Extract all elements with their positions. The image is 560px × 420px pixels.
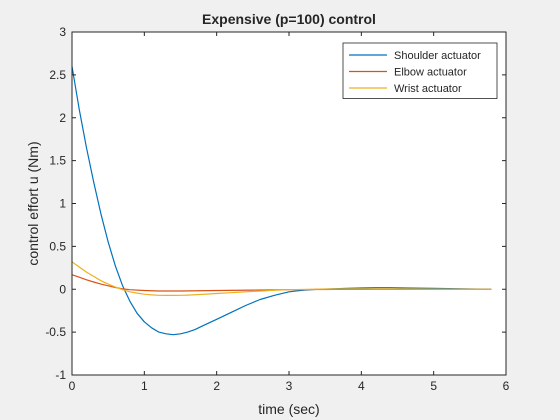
series-layer	[71, 66, 492, 336]
y-tick-label: 0.5	[49, 239, 66, 253]
legend-label-1: Shoulder actuator	[394, 50, 481, 62]
y-axis-label: control effort u (Nm)	[25, 141, 41, 265]
y-tick-label: 1	[59, 197, 66, 211]
legend-box	[342, 42, 498, 99]
legend: Shoulder actuator Elbow actuator Wrist act…	[342, 42, 498, 99]
x-tick-label: 3	[286, 379, 293, 393]
y-tick-label: -1	[55, 368, 66, 382]
x-tick-label: 4	[358, 379, 365, 393]
x-axis-label: time (sec)	[258, 401, 319, 417]
y-tick-label: 1.5	[49, 154, 66, 168]
x-tick-label: 0	[69, 379, 76, 393]
y-tick-label: -0.5	[45, 325, 66, 339]
y-tick-label: 3	[59, 25, 66, 39]
legend-label-2: Elbow actuator	[394, 67, 467, 79]
x-tick-label: 2	[213, 379, 220, 393]
chart-title: Expensive (p=100) control	[202, 11, 376, 27]
series-line-3	[71, 261, 492, 296]
y-tick-label: 2	[59, 111, 66, 125]
series-line-1	[71, 66, 492, 336]
y-tick-label: 0	[59, 282, 66, 296]
x-tick-label: 5	[430, 379, 437, 393]
axes-layer: 0 1 2 3 4 5 6 -1 -0.5 0 0.5 1 1.5 2 2.5 3	[45, 25, 509, 393]
legend-label-3: Wrist actuator	[394, 83, 462, 95]
x-tick-label: 6	[503, 379, 510, 393]
x-tick-label: 1	[141, 379, 148, 393]
y-tick-label: 2.5	[49, 68, 66, 82]
